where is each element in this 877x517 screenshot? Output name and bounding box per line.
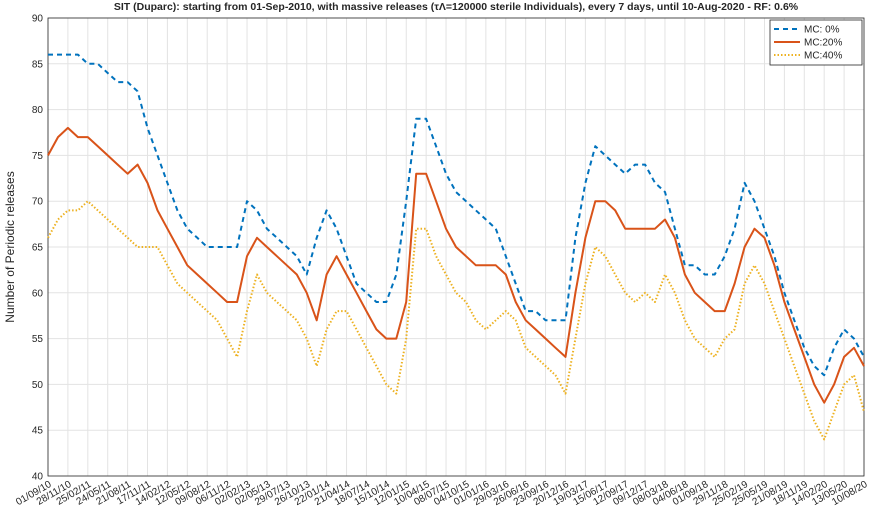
plot-frame bbox=[47, 17, 865, 477]
y-tick-label: 85 bbox=[32, 59, 44, 70]
y-tick-label: 80 bbox=[32, 105, 44, 116]
data-line bbox=[48, 53, 865, 377]
legend-label: MC: 0% bbox=[804, 25, 840, 36]
y-tick-label: 50 bbox=[32, 380, 44, 391]
legend-label: MC:20% bbox=[804, 38, 842, 49]
y-tick-label: 40 bbox=[32, 472, 44, 483]
y-tick-label: 45 bbox=[32, 426, 44, 437]
data-line bbox=[47, 126, 865, 404]
legend-label: MC:40% bbox=[804, 51, 842, 62]
y-tick-label: 60 bbox=[32, 288, 44, 299]
y-axis-label: Number of Periodic releases bbox=[3, 171, 17, 322]
y-tick-label: 70 bbox=[32, 197, 44, 208]
chart-title: SIT (Duparc): starting from 01-Sep-2010,… bbox=[114, 1, 799, 13]
y-tick-label: 65 bbox=[32, 243, 44, 254]
data-line bbox=[47, 200, 865, 441]
y-tick-label: 90 bbox=[32, 14, 44, 25]
y-tick-label: 55 bbox=[32, 334, 44, 345]
y-tick-label: 75 bbox=[32, 151, 44, 162]
